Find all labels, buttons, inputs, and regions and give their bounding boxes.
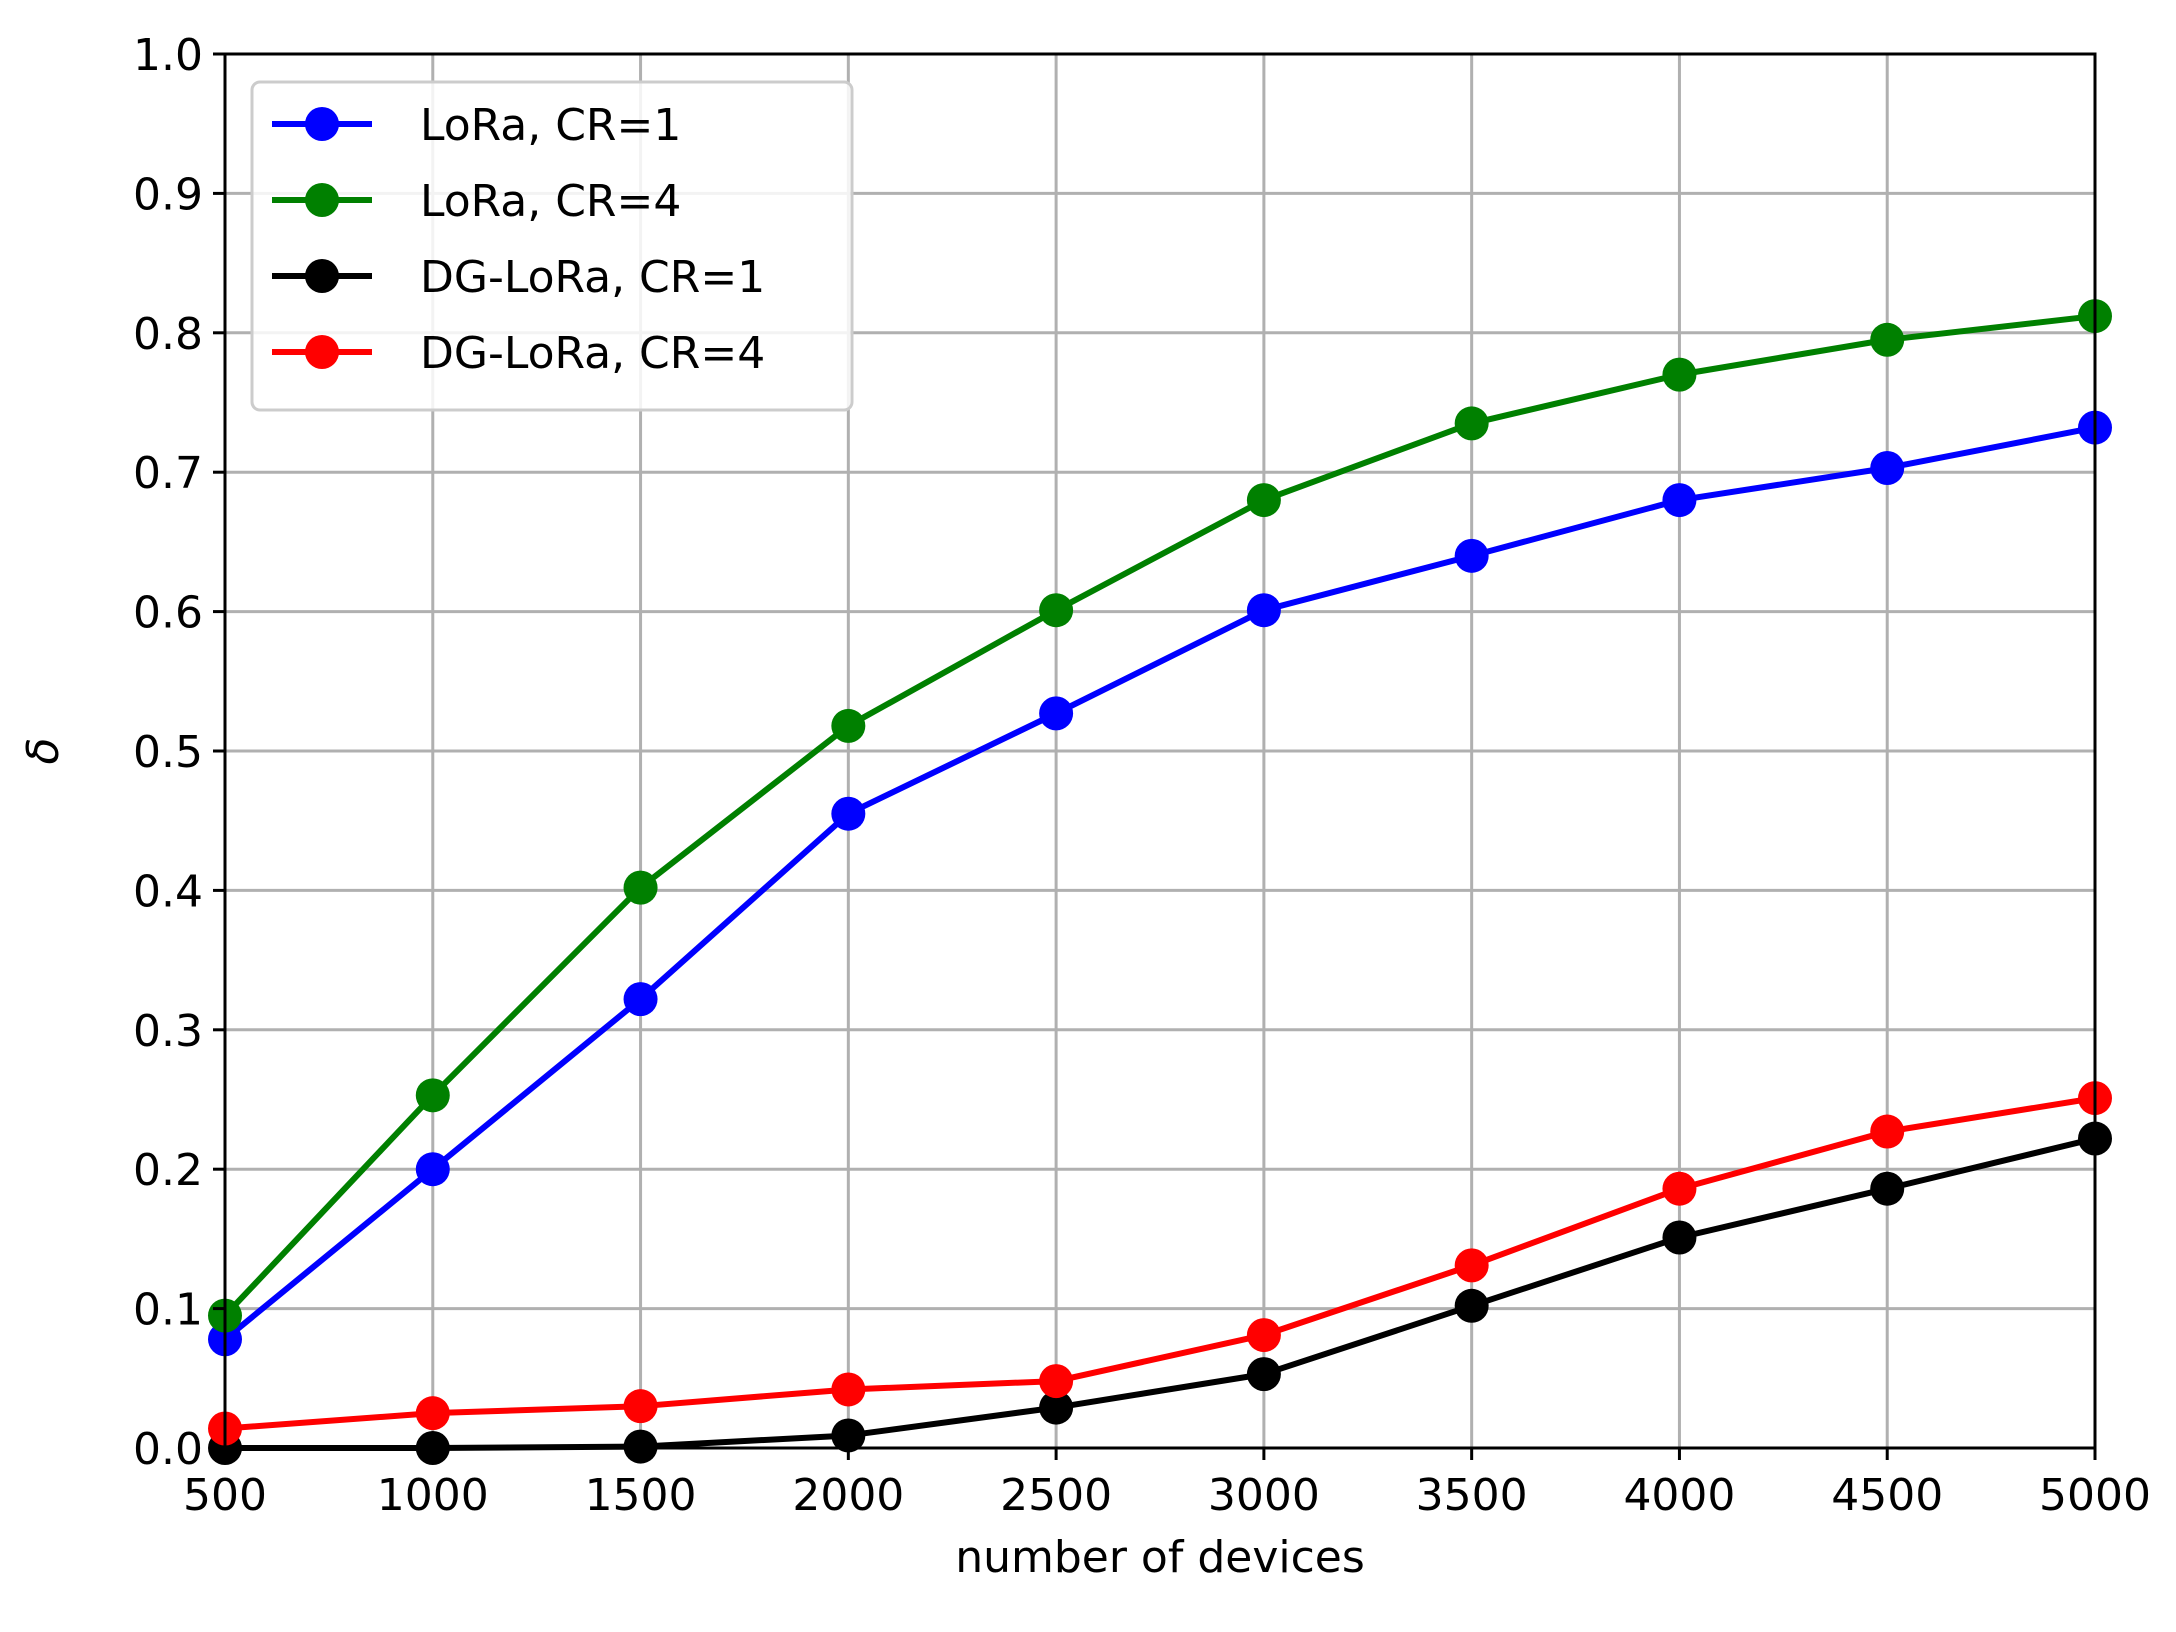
series-3-point-1 xyxy=(415,1396,450,1431)
y-tick-label-8: 0.8 xyxy=(133,309,203,360)
y-tick-label-5: 0.5 xyxy=(133,727,203,778)
series-0-point-6 xyxy=(1454,538,1489,573)
series-1-point-7 xyxy=(1662,357,1697,392)
series-1-point-6 xyxy=(1454,406,1489,441)
x-axis-label: number of devices xyxy=(955,1532,1365,1583)
y-tick-label-7: 0.7 xyxy=(133,448,203,499)
series-1 xyxy=(208,299,2112,1333)
series-1-point-3 xyxy=(831,708,866,743)
x-tick-label-6: 3500 xyxy=(1416,1470,1528,1521)
y-tick-label-0: 0.0 xyxy=(133,1424,203,1475)
legend-swatch-marker-1 xyxy=(305,183,339,217)
y-tick-label-4: 0.4 xyxy=(133,866,203,917)
legend-label-2: DG-LoRa, CR=1 xyxy=(420,252,765,303)
x-tick-label-4: 2500 xyxy=(1000,1470,1112,1521)
series-2-point-7 xyxy=(1662,1220,1697,1255)
y-tick-label-10: 1.0 xyxy=(133,30,203,81)
series-2-point-3 xyxy=(831,1418,866,1453)
legend-swatch-marker-2 xyxy=(305,259,339,293)
x-tick-label-5: 3000 xyxy=(1208,1470,1320,1521)
x-tick-label-7: 4000 xyxy=(1623,1470,1735,1521)
legend-label-3: DG-LoRa, CR=4 xyxy=(420,328,765,379)
series-3 xyxy=(208,1081,2112,1446)
x-tick-label-3: 2000 xyxy=(792,1470,904,1521)
series-3-point-6 xyxy=(1454,1248,1489,1283)
series-1-point-1 xyxy=(415,1078,450,1113)
series-3-point-7 xyxy=(1662,1171,1697,1206)
series-2-point-6 xyxy=(1454,1288,1489,1323)
y-tick-label-9: 0.9 xyxy=(133,169,203,220)
y-tick-label-6: 0.6 xyxy=(133,588,203,639)
series-1-line xyxy=(222,313,2096,1318)
series-1-point-8 xyxy=(1870,322,1905,357)
y-tick-label-2: 0.2 xyxy=(133,1145,203,1196)
x-tick-label-0: 500 xyxy=(183,1470,267,1521)
series-3-point-5 xyxy=(1246,1318,1281,1353)
series-0-point-4 xyxy=(1039,696,1074,731)
series-0-point-1 xyxy=(415,1152,450,1187)
series-3-point-2 xyxy=(623,1389,658,1424)
legend-label-1: LoRa, CR=4 xyxy=(420,176,681,227)
series-0-point-5 xyxy=(1246,593,1281,628)
series-2-point-4 xyxy=(1039,1390,1074,1425)
series-0 xyxy=(208,410,2112,1357)
plot-series xyxy=(208,299,2112,1465)
x-tick-label-2: 1500 xyxy=(585,1470,697,1521)
series-2-point-8 xyxy=(1870,1171,1905,1206)
series-3-point-8 xyxy=(1870,1114,1905,1149)
x-tick-label-1: 1000 xyxy=(377,1470,489,1521)
legend-swatch-marker-3 xyxy=(305,335,339,369)
series-1-point-2 xyxy=(623,870,658,905)
legend-swatch-marker-0 xyxy=(305,107,339,141)
x-tick-label-8: 4500 xyxy=(1831,1470,1943,1521)
legend-label-0: LoRa, CR=1 xyxy=(420,100,681,151)
y-axis-label: δ xyxy=(18,738,69,765)
axis-ticks: 500 1000 1500 2000 2500 3000 3500 4000 4500 5000 0… xyxy=(133,30,2151,1521)
series-0-point-7 xyxy=(1662,483,1697,518)
series-0-point-3 xyxy=(831,796,866,831)
series-3-line xyxy=(224,1095,2096,1432)
y-tick-label-3: 0.3 xyxy=(133,1006,203,1057)
series-0-point-2 xyxy=(623,982,658,1017)
legend: LoRa, CR=1 LoRa, CR=4 DG-LoRa, CR=1 DG-LoRa… xyxy=(250,80,854,412)
series-3-point-3 xyxy=(831,1372,866,1407)
y-tick-label-1: 0.1 xyxy=(133,1285,203,1336)
series-2-point-5 xyxy=(1246,1357,1281,1392)
x-tick-label-9: 5000 xyxy=(2039,1470,2151,1521)
series-3-point-4 xyxy=(1039,1364,1074,1399)
legend-box xyxy=(250,80,854,412)
series-1-point-5 xyxy=(1246,483,1281,518)
series-2-line xyxy=(225,1135,2096,1451)
series-0-point-8 xyxy=(1870,451,1905,486)
series-0-line xyxy=(223,424,2096,1342)
series-1-point-4 xyxy=(1039,593,1074,628)
